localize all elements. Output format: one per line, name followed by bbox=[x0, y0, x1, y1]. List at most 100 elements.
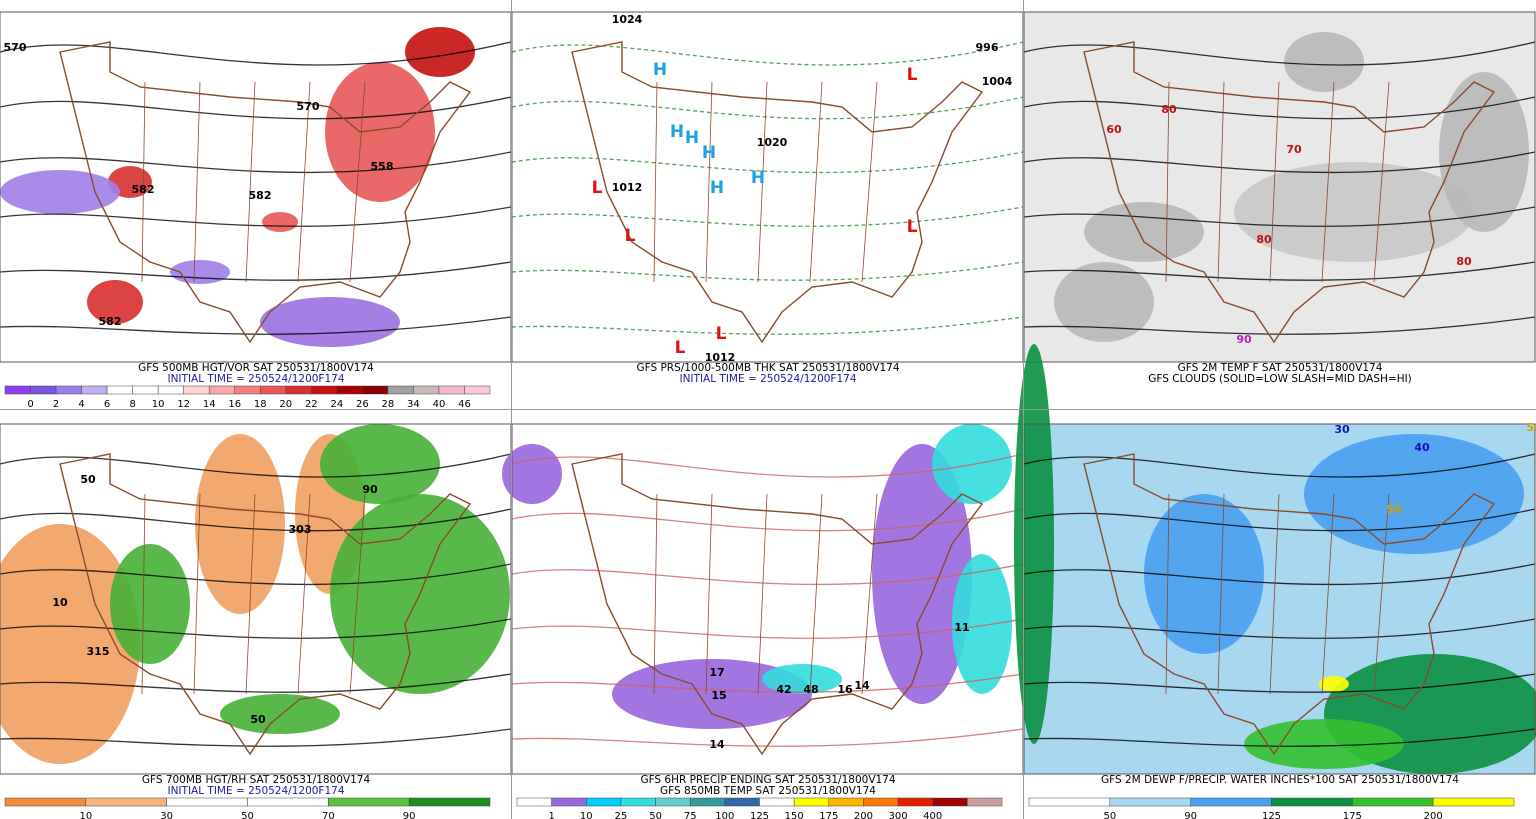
colorbar-swatch bbox=[81, 385, 108, 395]
colorbar-swatch bbox=[408, 797, 491, 807]
caption: GFS PRS/1000-500MB THK SAT 250531/1800V1… bbox=[636, 362, 899, 374]
colorbar-swatch bbox=[464, 385, 491, 395]
map-label: L bbox=[716, 324, 727, 344]
land-borders bbox=[59, 41, 472, 344]
state-border bbox=[1217, 81, 1225, 283]
colorbar-label: 10 bbox=[580, 811, 593, 819]
field-shading bbox=[262, 212, 298, 232]
map-label: H bbox=[702, 143, 716, 163]
colorbar-label: 18 bbox=[254, 399, 267, 410]
state-border bbox=[193, 81, 201, 283]
colorbar-swatch bbox=[260, 385, 287, 395]
contour bbox=[511, 206, 1024, 227]
land-borders bbox=[1083, 453, 1496, 756]
colorbar-swatch bbox=[311, 385, 338, 395]
field-shading bbox=[87, 280, 143, 324]
contour bbox=[511, 41, 1024, 66]
field-shading bbox=[405, 27, 475, 77]
land-borders bbox=[571, 41, 984, 344]
map-label: 10 bbox=[52, 596, 68, 609]
contour bbox=[0, 673, 512, 693]
colorbar-swatch bbox=[897, 797, 933, 807]
state-border bbox=[1269, 81, 1280, 283]
colorbar-swatch bbox=[863, 797, 899, 807]
contour bbox=[0, 151, 512, 174]
contour bbox=[1023, 151, 1536, 174]
map-label: L bbox=[625, 226, 636, 246]
field-shading bbox=[325, 62, 435, 202]
map bbox=[511, 11, 1024, 363]
map bbox=[1014, 344, 1536, 775]
field-shading bbox=[0, 524, 140, 764]
state-border bbox=[653, 81, 658, 283]
colorbar-label: 70 bbox=[322, 811, 335, 819]
contour bbox=[1023, 206, 1536, 227]
colorbar-label: 8 bbox=[129, 399, 135, 410]
colorbar-label: 2 bbox=[53, 399, 59, 410]
colorbar-label: 400 bbox=[923, 811, 942, 819]
land-borders bbox=[571, 453, 984, 756]
field-shading bbox=[1084, 202, 1204, 262]
colorbar-swatch bbox=[285, 385, 312, 395]
colorbar-label: 125 bbox=[1262, 811, 1281, 819]
colorbar-swatch bbox=[655, 797, 691, 807]
contour bbox=[0, 508, 512, 532]
map-label: 80 bbox=[1456, 255, 1472, 268]
contour bbox=[1023, 261, 1536, 281]
colorbar-label: 28 bbox=[382, 399, 395, 410]
contour bbox=[1023, 673, 1536, 693]
colorbar-swatch bbox=[724, 797, 760, 807]
colorbar-swatch bbox=[1352, 797, 1434, 807]
map-label: 570 bbox=[4, 41, 27, 54]
colorbar-swatch bbox=[1028, 797, 1111, 807]
colorbar-swatch bbox=[1190, 797, 1272, 807]
contour bbox=[0, 728, 512, 747]
field-shading bbox=[612, 659, 812, 729]
map-label: 582 bbox=[132, 183, 155, 196]
field-shading bbox=[1244, 719, 1404, 769]
colorbar-label: 12 bbox=[177, 399, 190, 410]
contour bbox=[511, 96, 1024, 120]
colorbar-swatch bbox=[247, 797, 329, 807]
caption: GFS 850MB TEMP SAT 250531/1800V174 bbox=[660, 785, 876, 797]
field-shading bbox=[195, 434, 285, 614]
land-borders bbox=[59, 453, 472, 756]
colorbar-swatch bbox=[967, 797, 1003, 807]
colorbar-label: 200 bbox=[854, 811, 873, 819]
state-border bbox=[1269, 493, 1280, 695]
contour bbox=[0, 96, 512, 120]
colorbar-swatch bbox=[516, 797, 552, 807]
field-shading bbox=[1319, 676, 1349, 692]
map-label: 1020 bbox=[757, 136, 788, 149]
map-label: 303 bbox=[289, 523, 312, 536]
colorbar-swatch bbox=[30, 385, 57, 395]
colorbar-label: 90 bbox=[403, 811, 416, 819]
map-label: 1012 bbox=[705, 351, 736, 364]
map-label: 11 bbox=[954, 621, 969, 634]
contour bbox=[1023, 563, 1536, 586]
contour bbox=[1023, 96, 1536, 120]
land-borders bbox=[1083, 41, 1496, 344]
map-label: H bbox=[670, 122, 684, 142]
caption: INITIAL TIME = 250524/1200F174 bbox=[679, 373, 856, 385]
state-border bbox=[245, 493, 256, 695]
colorbar-swatch bbox=[413, 385, 440, 395]
panel: 30 40 50 50 GFS 2M DEWP F/PRECIP. WATER INCH… bbox=[1014, 344, 1536, 819]
colorbar-swatch bbox=[55, 385, 82, 395]
colorbar-swatch bbox=[793, 797, 830, 807]
map-label: H bbox=[751, 168, 765, 188]
map-label: 1024 bbox=[612, 13, 643, 26]
state-border bbox=[653, 493, 658, 695]
map-label: 50 bbox=[1386, 503, 1402, 516]
colorbar-label: 175 bbox=[819, 811, 838, 819]
colorbar-swatch bbox=[620, 797, 656, 807]
caption: GFS CLOUDS (SOLID=LOW SLASH=MID DASH=HI) bbox=[1148, 373, 1412, 385]
colorbar-swatch bbox=[759, 797, 795, 807]
field-shading bbox=[1144, 494, 1264, 654]
colorbar-swatch bbox=[551, 797, 587, 807]
map-label: L bbox=[907, 217, 918, 237]
state-border bbox=[349, 81, 366, 283]
map-label: 50 bbox=[80, 473, 96, 486]
state-border bbox=[1165, 493, 1170, 695]
